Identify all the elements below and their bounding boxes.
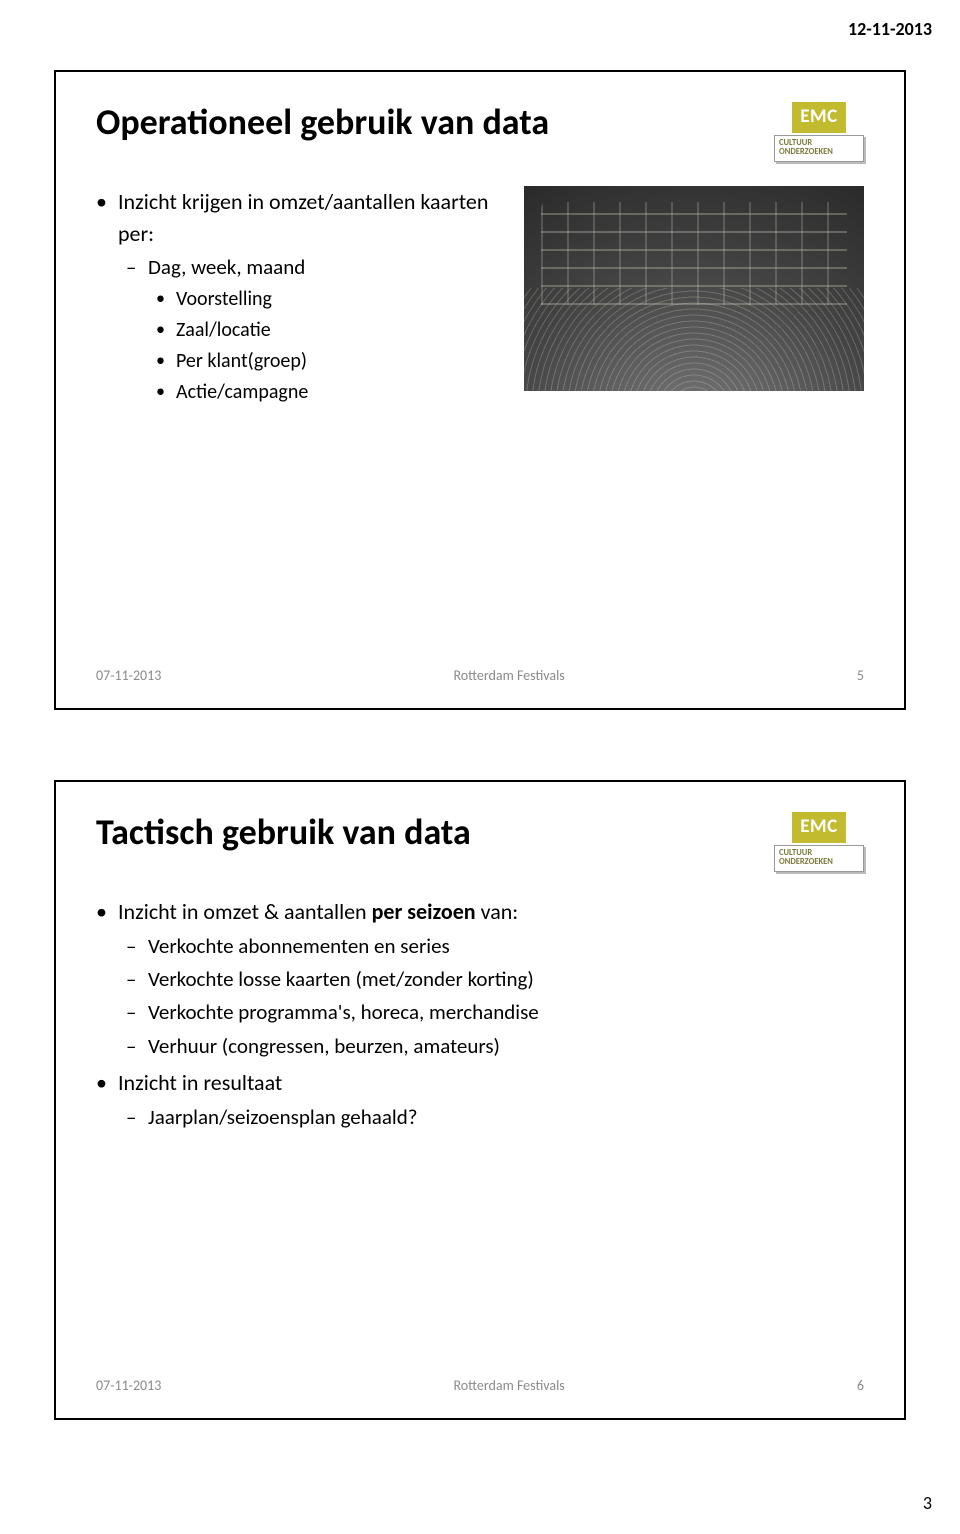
slide-1: Operationeel gebruik van data EMC CULTUU…: [54, 70, 906, 710]
logo-line2: ONDERZOEKEN: [779, 148, 859, 157]
emc-logo: EMC CULTUUR ONDERZOEKEN: [774, 102, 864, 162]
page-number: 3: [923, 1492, 932, 1514]
page-date: 12-11-2013: [848, 18, 932, 40]
bullet-lvl1: Inzicht in omzet & aantallen per seizoen…: [96, 896, 864, 928]
bullet-lvl2: Jaarplan/seizoensplan gehaald?: [96, 1102, 864, 1132]
footer-date: 07-11-2013: [96, 667, 161, 684]
bullet-lvl2: Verhuur (congressen, beurzen, amateurs): [96, 1031, 864, 1061]
bullet-lvl1: Inzicht krijgen in omzet/aantallen kaart…: [96, 186, 506, 250]
logo-top: EMC: [792, 102, 845, 133]
bullet-lvl2: Verkochte programma's, horeca, merchandi…: [96, 997, 864, 1027]
logo-top: EMC: [792, 812, 845, 843]
bullet-lvl3: Zaal/locatie: [96, 316, 506, 345]
slide-footer: 07-11-2013 Rotterdam Festivals 6: [96, 1365, 864, 1394]
bullet-lvl2: Verkochte losse kaarten (met/zonder kort…: [96, 964, 864, 994]
footer-num: 5: [857, 667, 864, 684]
text: van:: [476, 898, 519, 925]
bullet-lvl2: Dag, week, maand: [96, 252, 506, 282]
logo-bottom: CULTUUR ONDERZOEKEN: [774, 135, 864, 162]
slide-title: Operationeel gebruik van data: [96, 102, 549, 143]
slide-2: Tactisch gebruik van data EMC CULTUUR ON…: [54, 780, 906, 1420]
theater-image-placeholder: [524, 186, 864, 391]
theater-image: [524, 186, 864, 391]
slide-body: Inzicht in omzet & aantallen per seizoen…: [96, 890, 864, 1365]
bullet-list: Inzicht in omzet & aantallen per seizoen…: [96, 890, 864, 1133]
bullet-lvl2: Verkochte abonnementen en series: [96, 931, 864, 961]
slide-title: Tactisch gebruik van data: [96, 812, 471, 853]
slide-footer: 07-11-2013 Rotterdam Festivals 5: [96, 655, 864, 684]
slide-header: Tactisch gebruik van data EMC CULTUUR ON…: [96, 812, 864, 872]
bullet-list: Inzicht krijgen in omzet/aantallen kaart…: [96, 180, 506, 407]
bullet-lvl3: Per klant(groep): [96, 347, 506, 376]
emc-logo: EMC CULTUUR ONDERZOEKEN: [774, 812, 864, 872]
text: Inzicht in omzet & aantallen: [118, 898, 372, 925]
logo-bottom: CULTUUR ONDERZOEKEN: [774, 845, 864, 872]
footer-date: 07-11-2013: [96, 1377, 161, 1394]
logo-line2: ONDERZOEKEN: [779, 858, 859, 867]
text-strong: per seizoen: [372, 898, 476, 925]
bullet-lvl1: Inzicht in resultaat: [96, 1067, 864, 1099]
slide-body: Inzicht krijgen in omzet/aantallen kaart…: [96, 180, 864, 655]
bullet-lvl3: Voorstelling: [96, 285, 506, 314]
footer-center: Rotterdam Festivals: [161, 1377, 857, 1394]
bullet-lvl3: Actie/campagne: [96, 378, 506, 407]
footer-num: 6: [857, 1377, 864, 1394]
footer-center: Rotterdam Festivals: [161, 667, 857, 684]
slide-header: Operationeel gebruik van data EMC CULTUU…: [96, 102, 864, 162]
